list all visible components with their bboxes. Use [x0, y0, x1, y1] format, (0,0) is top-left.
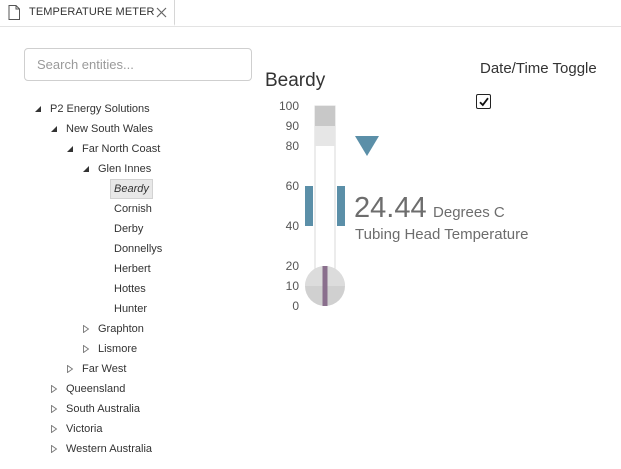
collapsed-arrow-icon[interactable]: [82, 325, 90, 333]
tree-item-label[interactable]: Donnellys: [114, 243, 163, 255]
tree-item-label[interactable]: Lismore: [98, 343, 138, 355]
scale-tick-label: 20: [285, 259, 299, 273]
collapsed-arrow-icon[interactable]: [66, 365, 74, 373]
gauge-value: 24.44: [354, 192, 427, 224]
tree-item-label[interactable]: Hunter: [114, 303, 148, 315]
tab-bar: TEMPERATURE METER: [0, 0, 621, 27]
tree-item-label[interactable]: Derby: [114, 223, 144, 235]
tree-item-label[interactable]: Queensland: [66, 383, 126, 395]
scale-tick-label: 60: [285, 179, 299, 193]
collapsed-arrow-icon[interactable]: [82, 345, 90, 353]
search-input[interactable]: [24, 48, 252, 81]
target-marker-icon: [355, 136, 379, 156]
thermometer: [305, 105, 345, 306]
expanded-arrow-icon[interactable]: [66, 145, 74, 153]
tree-item-label[interactable]: South Australia: [66, 403, 140, 415]
collapsed-arrow-icon[interactable]: [50, 385, 58, 393]
gauge-unit: Degrees C: [433, 204, 505, 221]
tree-item-label[interactable]: Victoria: [66, 423, 103, 435]
collapsed-arrow-icon[interactable]: [50, 405, 58, 413]
tree-item-label[interactable]: P2 Energy Solutions: [50, 103, 150, 115]
tree-item-label[interactable]: Beardy: [110, 179, 153, 199]
tree-item-label[interactable]: Hottes: [114, 283, 146, 295]
close-icon[interactable]: [155, 6, 168, 19]
tab-temperature-meter[interactable]: TEMPERATURE METER: [0, 0, 175, 26]
datetime-toggle-checkbox[interactable]: [476, 94, 491, 109]
band-marker-left: [305, 186, 313, 226]
tree-item-label[interactable]: Cornish: [114, 203, 152, 215]
tree-item-label[interactable]: New South Wales: [66, 123, 154, 135]
scale-tick-label: 10: [285, 279, 299, 293]
tree-item-label[interactable]: Far West: [82, 363, 127, 375]
mercury-column: [322, 266, 328, 306]
scale-band-high: [315, 106, 335, 126]
gauge-title: Beardy: [265, 70, 326, 91]
collapsed-arrow-icon[interactable]: [50, 445, 58, 453]
scale-tick-label: 0: [292, 299, 299, 313]
tab-label: TEMPERATURE METER: [29, 6, 155, 18]
tree-item-label[interactable]: Far North Coast: [82, 143, 161, 155]
scale-tick-label: 100: [278, 99, 299, 113]
scale-tick-label: 40: [285, 219, 299, 233]
scale-tick-label: 80: [285, 139, 299, 153]
tree-item-label[interactable]: Herbert: [114, 263, 151, 275]
collapsed-arrow-icon[interactable]: [50, 425, 58, 433]
expanded-arrow-icon[interactable]: [82, 165, 90, 173]
checkmark-icon: [478, 97, 489, 106]
gauge-reading: 24.44 Degrees C: [354, 192, 505, 225]
scale-band-mid: [315, 126, 335, 146]
tree-item-label[interactable]: Glen Innes: [98, 163, 152, 175]
scale-tick-label: 90: [285, 119, 299, 133]
measurement-label: Tubing Head Temperature: [355, 226, 529, 243]
tree-item-label[interactable]: Western Australia: [66, 443, 153, 455]
expanded-arrow-icon[interactable]: [34, 105, 42, 113]
expanded-arrow-icon[interactable]: [50, 125, 58, 133]
document-icon: [8, 5, 20, 20]
datetime-toggle-label: Date/Time Toggle: [480, 60, 597, 77]
band-marker-right: [337, 186, 345, 226]
tree-item-label[interactable]: Graphton: [98, 323, 144, 335]
